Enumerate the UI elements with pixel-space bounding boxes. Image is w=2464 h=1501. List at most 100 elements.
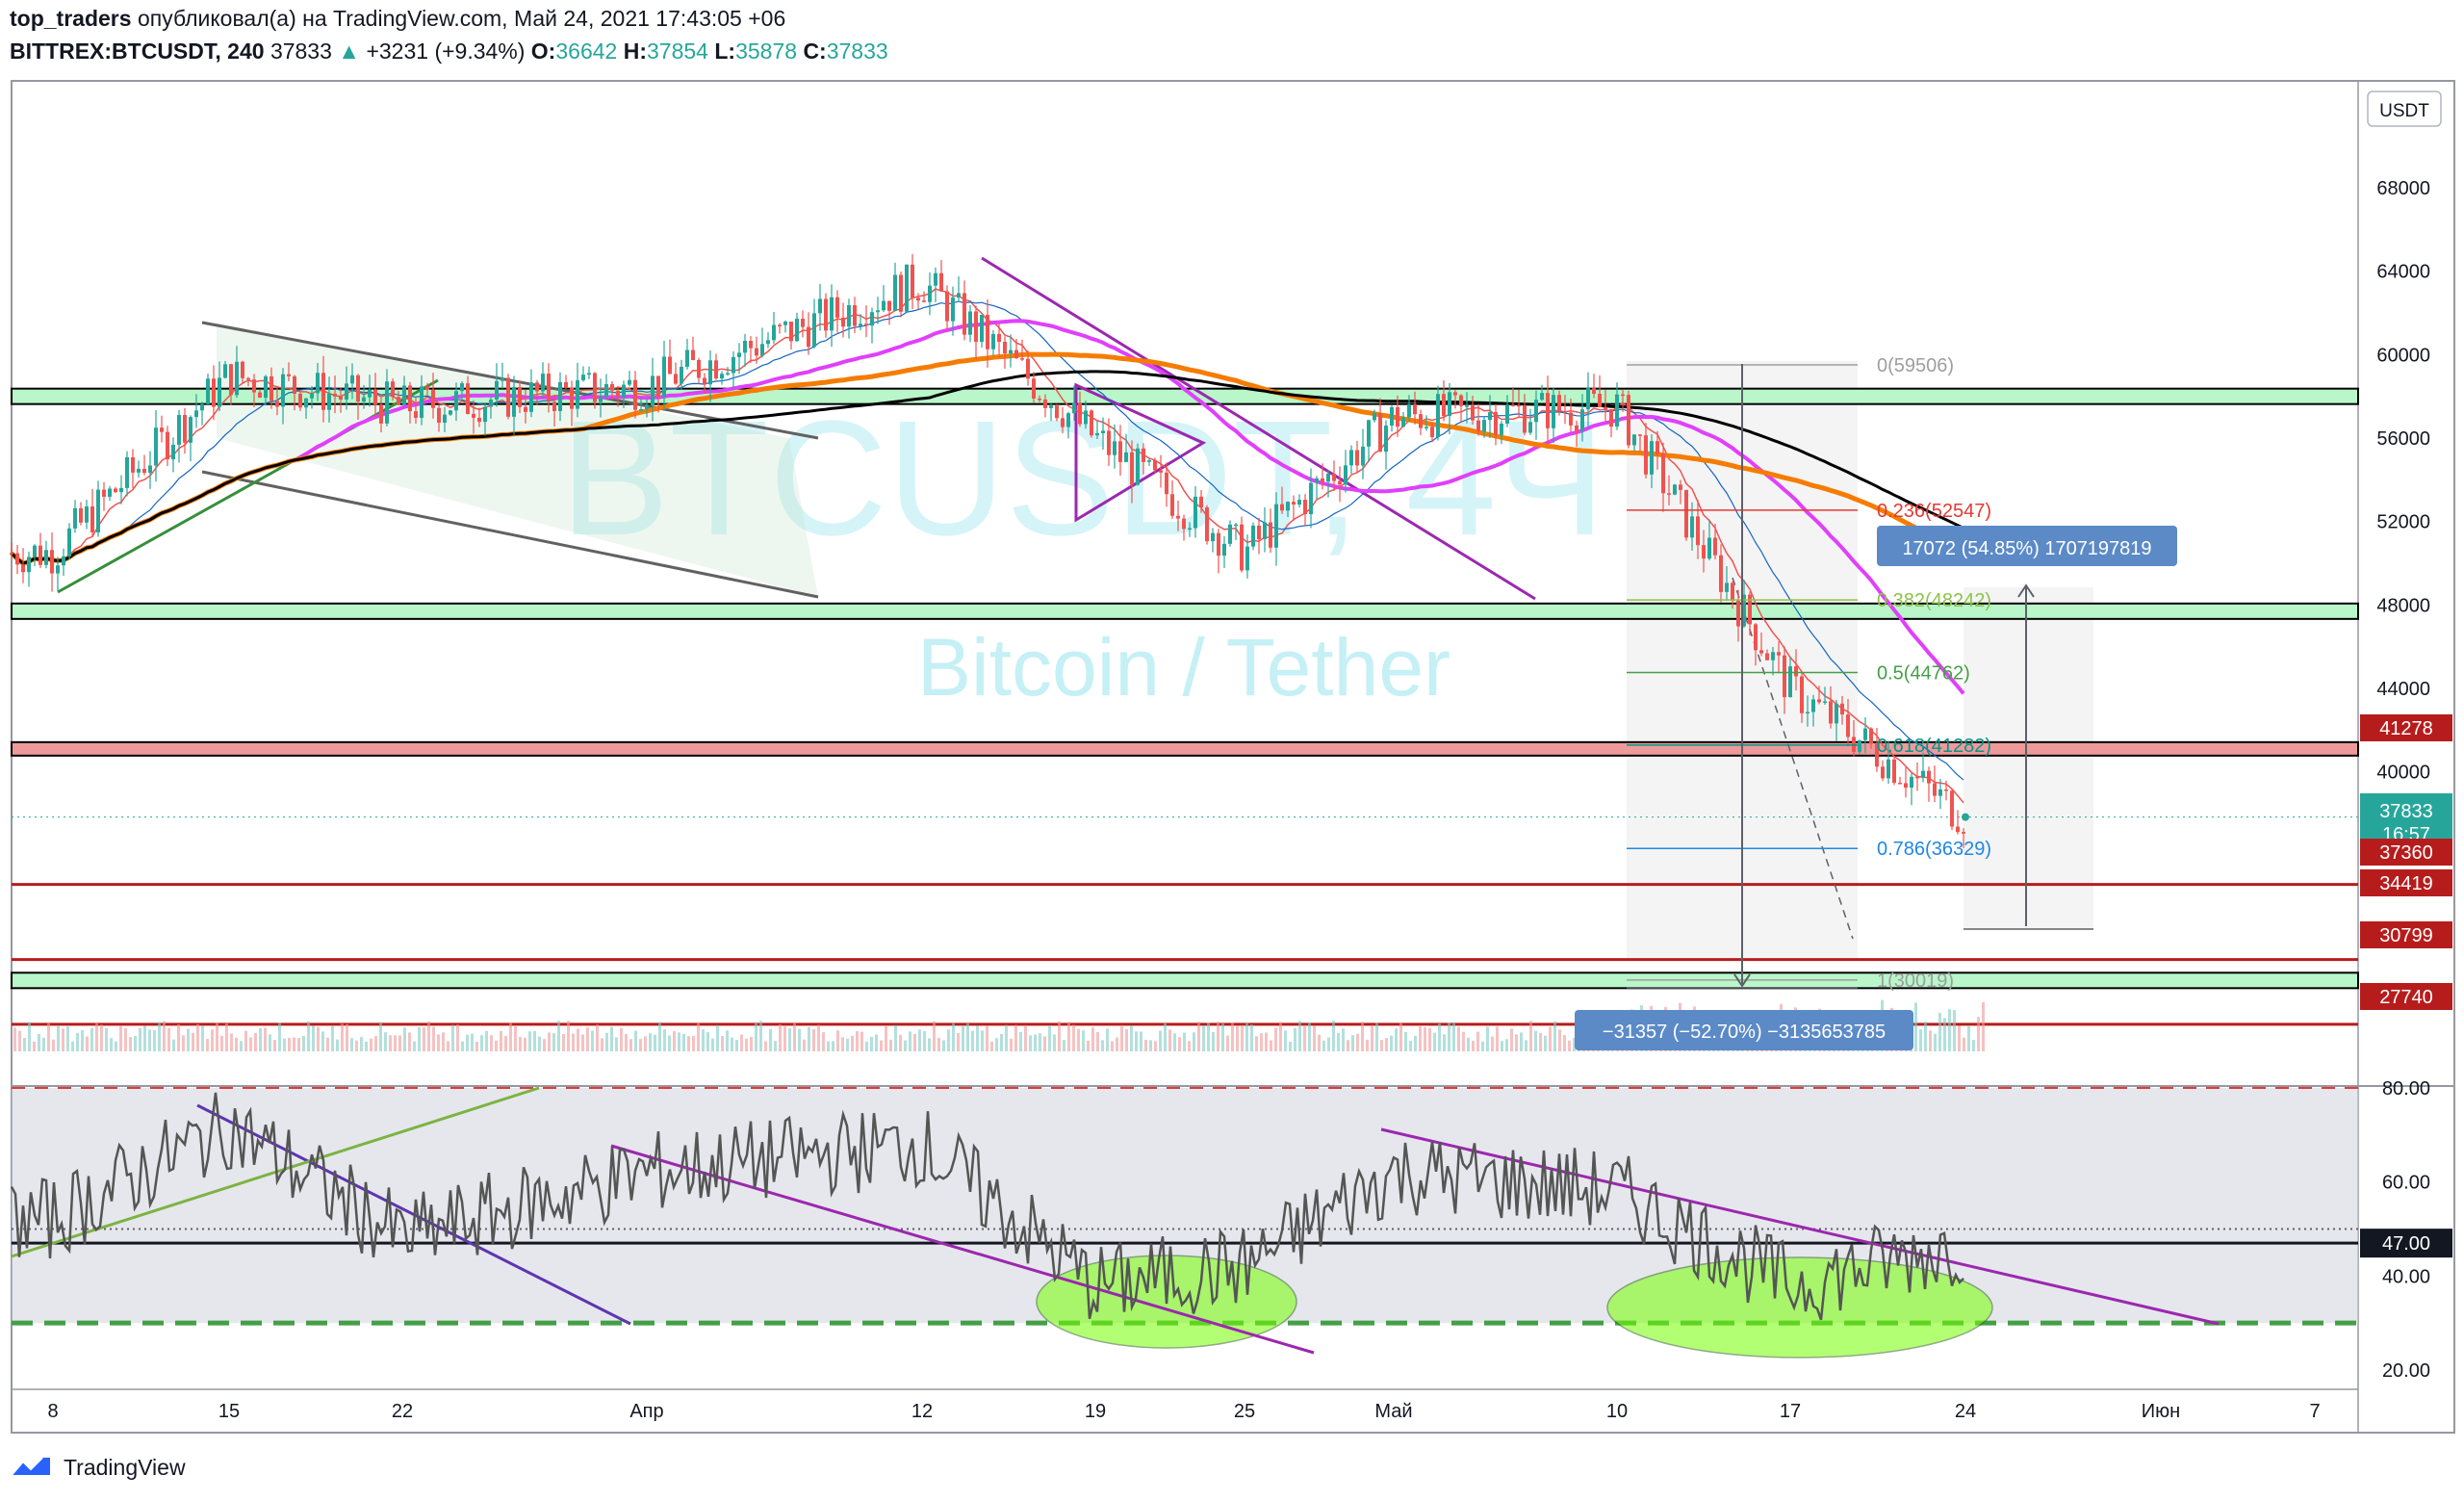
candle-body bbox=[1303, 500, 1307, 515]
candle-body bbox=[50, 550, 54, 574]
time-tick-label: 19 bbox=[1085, 1401, 1106, 1422]
candle-body bbox=[1367, 420, 1371, 447]
volume-bar bbox=[495, 1040, 498, 1051]
candle-body bbox=[922, 300, 926, 302]
candle-body bbox=[911, 264, 914, 298]
volume-bar bbox=[466, 1034, 469, 1051]
high-value: 37854 bbox=[647, 39, 708, 64]
candle-body bbox=[991, 333, 995, 349]
currency-button[interactable] bbox=[2367, 91, 2442, 127]
volume-bar bbox=[1178, 1037, 1181, 1051]
candle-body bbox=[223, 364, 227, 378]
candle-body bbox=[1904, 783, 1908, 789]
candle-body bbox=[1401, 417, 1405, 427]
volume-bar bbox=[1953, 1010, 1956, 1051]
candle-body bbox=[1528, 422, 1532, 433]
rsi-axis[interactable]: 20.00 40.00 60.00 80.00 47.00 bbox=[2360, 1078, 2452, 1382]
price-tick-label: 44000 bbox=[2376, 679, 2430, 700]
volume-bar bbox=[1549, 1026, 1552, 1051]
candle-body bbox=[1194, 496, 1197, 529]
volume-bar bbox=[548, 1032, 551, 1051]
volume-bar bbox=[605, 1032, 608, 1051]
volume-bar bbox=[577, 1028, 579, 1051]
candle-body bbox=[1176, 515, 1180, 519]
volume-bar bbox=[783, 1026, 786, 1051]
volume-bar bbox=[658, 1022, 661, 1051]
volume-bar bbox=[1303, 1024, 1306, 1051]
volume-bar bbox=[451, 1024, 454, 1051]
volume-bar bbox=[942, 1040, 945, 1051]
candle-body bbox=[1956, 826, 1960, 833]
volume-bar bbox=[509, 1022, 512, 1051]
candle-body bbox=[1245, 546, 1249, 571]
candle-body bbox=[951, 298, 955, 322]
volume-bar bbox=[1236, 1025, 1239, 1051]
candle-body bbox=[656, 375, 660, 398]
fib-label-4: 0.618(41282) bbox=[1877, 736, 1991, 757]
candle-body bbox=[1332, 473, 1336, 481]
symbol-name[interactable]: BITTREX:BTCUSDT, 240 bbox=[10, 39, 265, 64]
candle-body bbox=[1806, 712, 1810, 714]
volume-bar bbox=[23, 1038, 26, 1051]
candle-body bbox=[1823, 701, 1827, 703]
candle-body bbox=[310, 393, 314, 399]
candle-body bbox=[841, 317, 845, 327]
time-axis[interactable]: 8 15 22 Апр 12 19 25 Май 10 17 24 Июн 7 bbox=[47, 1401, 2320, 1422]
volume-bar bbox=[1409, 1040, 1412, 1051]
candle-body bbox=[258, 392, 262, 399]
volume-bar bbox=[1260, 1033, 1263, 1051]
candle-body bbox=[1263, 522, 1267, 540]
candle-body bbox=[1552, 395, 1555, 428]
low-label: L: bbox=[714, 39, 736, 64]
candle-body bbox=[783, 322, 787, 325]
volume-bar bbox=[1043, 1036, 1046, 1051]
candle-body bbox=[350, 375, 354, 384]
volume-bar bbox=[976, 1025, 979, 1051]
candle-body bbox=[599, 397, 603, 402]
candle-body bbox=[1557, 395, 1561, 412]
volume-bar bbox=[288, 1037, 291, 1051]
candle-body bbox=[1049, 405, 1053, 408]
price-tick-label: 60000 bbox=[2376, 345, 2430, 366]
volume-bar bbox=[177, 1024, 180, 1051]
volume-bar bbox=[442, 1032, 445, 1051]
footer-brand[interactable]: TradingView bbox=[63, 1455, 186, 1481]
volume-bar bbox=[697, 1022, 700, 1051]
time-tick-label: 8 bbox=[47, 1401, 58, 1422]
volume-bar bbox=[832, 1041, 834, 1051]
candle-body bbox=[1604, 406, 1607, 409]
volume-bar bbox=[933, 1021, 936, 1051]
fib-label-6: 1(30019) bbox=[1877, 970, 1954, 992]
candle-body bbox=[1471, 405, 1475, 421]
volume-bar bbox=[620, 1027, 623, 1051]
candle-body bbox=[1066, 413, 1070, 427]
volume-bar bbox=[312, 1025, 315, 1051]
volume-bar bbox=[115, 1041, 117, 1051]
candle-body bbox=[1575, 425, 1578, 431]
candle-body bbox=[264, 375, 268, 399]
candle-body bbox=[1569, 412, 1573, 426]
candle-body bbox=[1240, 524, 1244, 571]
volume-bar bbox=[370, 1038, 372, 1051]
candle-body bbox=[1736, 600, 1740, 627]
candle-body bbox=[1644, 435, 1648, 475]
volume-bar bbox=[331, 1025, 334, 1051]
candle-body bbox=[443, 414, 447, 424]
candle-body bbox=[651, 375, 654, 405]
close-label: C: bbox=[803, 39, 827, 64]
volume-bar bbox=[1390, 1035, 1393, 1051]
candle-body bbox=[1269, 522, 1272, 548]
volume-bar bbox=[937, 1037, 940, 1051]
volume-bar bbox=[182, 1035, 185, 1051]
volume-bar bbox=[52, 1039, 55, 1051]
candle-body bbox=[1084, 410, 1088, 425]
volume-bar bbox=[1414, 1035, 1417, 1051]
volume-bar bbox=[57, 1024, 60, 1051]
candle-body bbox=[1777, 652, 1781, 656]
candle-body bbox=[385, 381, 389, 424]
volume-bar bbox=[264, 1027, 267, 1051]
volume-bar bbox=[966, 1022, 969, 1051]
volume-bar bbox=[1144, 1039, 1147, 1051]
author-name[interactable]: top_traders bbox=[10, 6, 132, 31]
